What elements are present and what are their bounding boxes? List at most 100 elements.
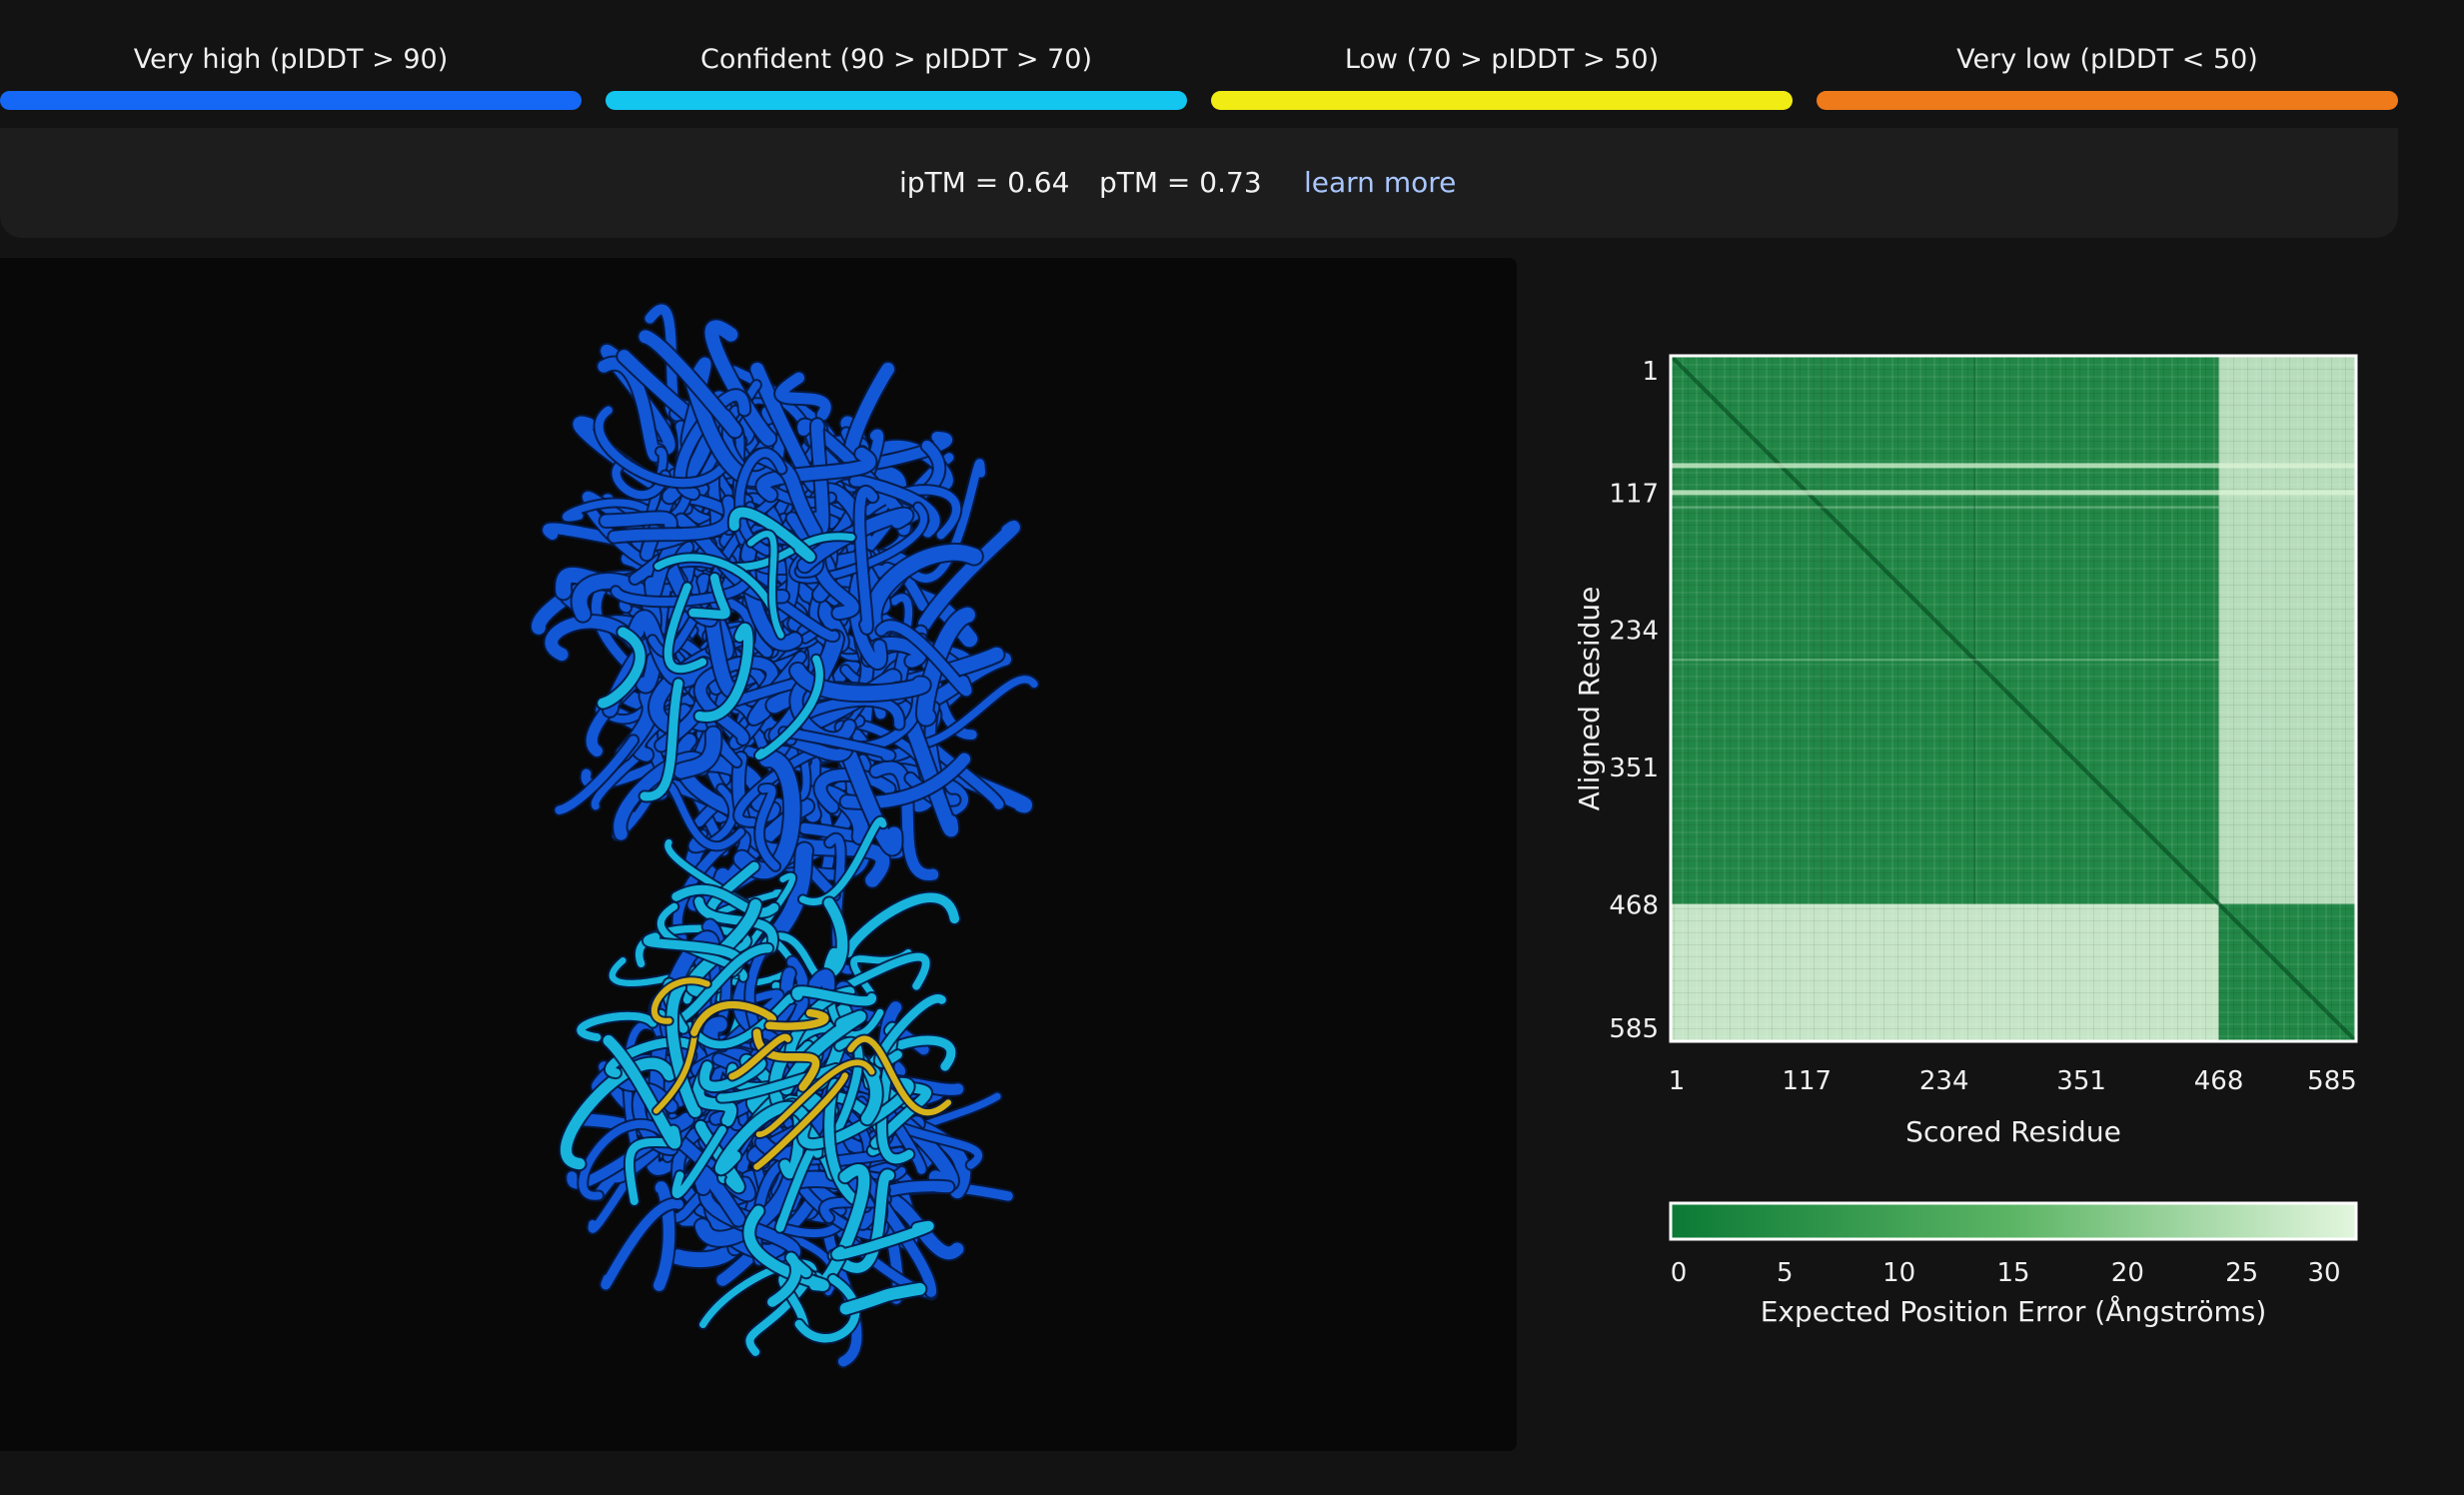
ribbon-segment (672, 830, 750, 943)
ribbon-segment (673, 727, 721, 778)
colorbar-tick-label: 30 (2307, 1258, 2340, 1288)
legend-low: Low (70 > pIDDT > 50) (1211, 0, 1793, 116)
ribbon-segment (666, 981, 701, 1117)
structure-viewer[interactable] (0, 258, 1517, 1451)
ribbon-segment (765, 1008, 829, 1030)
ribbon-segment (728, 507, 815, 562)
ribbon-segment (876, 621, 972, 696)
x-tick-label: 1 (1669, 1066, 1686, 1096)
pae-texture (2218, 356, 2356, 904)
ribbon-segment (916, 607, 975, 726)
x-tick-label: 117 (1782, 1066, 1832, 1096)
ribbon-segment (572, 574, 660, 636)
ribbon-segment (790, 676, 855, 745)
ribbon-segment (752, 1028, 820, 1091)
ribbon-segment (797, 508, 913, 573)
protein-ribbon-icon (530, 302, 1040, 1369)
legend-very-high: Very high (pIDDT > 90) (0, 0, 582, 116)
ribbon-segment (841, 952, 930, 990)
y-tick-label: 351 (1609, 753, 1659, 783)
legend-label: Very high (pIDDT > 90) (133, 44, 449, 75)
ribbon-segment (920, 676, 1038, 748)
pae-panel: 1 117 234 351 468 585 1 117 234 351 468 585 Scored … (1539, 300, 2438, 1359)
pae-diagonal (1669, 354, 2220, 905)
legend-bar (606, 91, 1187, 110)
ribbon-segment (797, 1077, 914, 1149)
legend-bar (1211, 91, 1793, 110)
legend-label: Confident (90 > pIDDT > 70) (699, 44, 1093, 75)
ribbon-segment (624, 1137, 679, 1205)
ribbon-segment (828, 1169, 895, 1273)
scores-bar: ipTM = 0.64 pTM = 0.73 learn more (0, 128, 2398, 238)
colorbar-label: Expected Position Error (Ångströms) (1761, 1294, 2267, 1328)
ribbon-segment (577, 1011, 657, 1042)
y-tick-label: 234 (1609, 617, 1659, 647)
ribbon-segment (814, 768, 895, 813)
ribbon-segment (690, 1000, 776, 1036)
pae-diagonal (2217, 902, 2358, 1043)
ribbon-segment (832, 1220, 934, 1260)
x-tick-label: 351 (2056, 1066, 2106, 1096)
legend-bar (1817, 91, 2398, 110)
ribbon-segment (842, 892, 960, 958)
ribbon-segment (780, 1010, 866, 1095)
ribbon-segment (600, 512, 676, 532)
ribbon-segment (688, 573, 730, 620)
ribbon-segment (612, 457, 669, 500)
learn-more-link[interactable]: learn more (1304, 166, 1457, 199)
legend-very-low: Very low (pIDDT < 50) (1817, 0, 2398, 116)
pae-chart: 1 117 234 351 468 585 1 117 234 351 468 585 Scored … (1573, 354, 2358, 1328)
ribbon-segment (634, 924, 751, 968)
ribbon-segment (579, 1120, 667, 1200)
colorbar-tick-label: 0 (1671, 1258, 1688, 1288)
ribbon-segment (755, 1059, 875, 1137)
ribbon-segment (743, 1205, 829, 1291)
x-tick-label: 234 (1919, 1066, 1969, 1096)
ribbon-segment (870, 1082, 932, 1148)
y-tick-label: 1 (1642, 357, 1659, 387)
colorbar-tick-label: 5 (1777, 1258, 1794, 1288)
ribbon-segment (839, 1282, 926, 1315)
ribbon-segment (794, 1274, 860, 1343)
y-tick-label: 117 (1609, 479, 1659, 509)
ribbon-segment (854, 487, 878, 634)
ribbon-segment (699, 1057, 766, 1092)
ribbon-segment (767, 1252, 811, 1307)
ribbon-segment (671, 1125, 726, 1198)
ribbon-segment (775, 372, 831, 421)
ribbon-segment (870, 761, 939, 880)
pae-frame (1669, 354, 2358, 1043)
legend-label: Very low (pIDDT < 50) (1956, 44, 2258, 75)
ribbon-segment (905, 459, 985, 583)
ribbon-segment (716, 1063, 840, 1102)
colorbar-tick-label: 20 (2111, 1258, 2144, 1288)
ribbon-segment (653, 1181, 675, 1291)
ribbon-segment (638, 330, 742, 438)
ribbon-segment (823, 897, 848, 977)
ribbon-segment (756, 447, 876, 502)
ribbon-segment (918, 521, 1020, 631)
pae-streak (1671, 490, 2356, 496)
ribbon-segment (639, 679, 683, 801)
ribbon-segment (601, 1199, 683, 1290)
ribbon-segment (753, 1072, 848, 1170)
ribbon-segment (849, 476, 940, 538)
plddt-legend: Very high (pIDDT > 90) Confident (90 > p… (0, 0, 2398, 116)
ribbon-segment (650, 977, 710, 1024)
colorbar-gradient (1669, 1201, 2358, 1241)
ribbon-segment (847, 1035, 952, 1116)
ribbon-segment (671, 884, 779, 917)
x-axis-label: Scored Residue (1905, 1115, 2121, 1148)
ribbon-segment (560, 1057, 675, 1170)
ribbon-segment (789, 663, 930, 702)
ribbon-segment (733, 750, 800, 878)
ribbon-segment (694, 623, 753, 722)
ribbon-segment (594, 1146, 658, 1200)
ribbon-segment (791, 986, 877, 1006)
ribbon-segment (728, 1033, 791, 1080)
y-tick-label: 585 (1609, 1014, 1659, 1044)
ribbon-segment (555, 736, 638, 814)
legend-label: Low (70 > pIDDT > 50) (1344, 44, 1660, 75)
ribbon-segment (598, 627, 645, 709)
legend-bar (0, 91, 582, 110)
